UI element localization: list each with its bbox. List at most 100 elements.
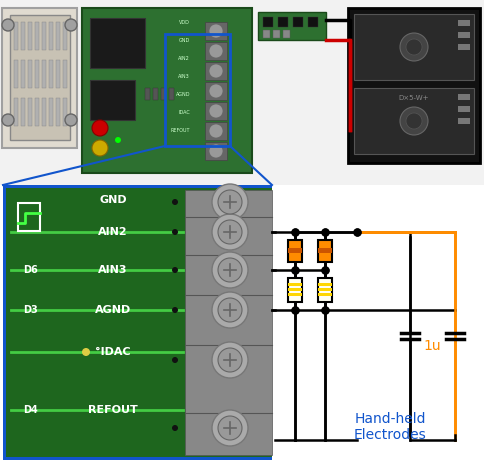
- Bar: [457, 20, 469, 26]
- Circle shape: [212, 292, 247, 328]
- Circle shape: [92, 120, 108, 136]
- Bar: [318, 249, 332, 253]
- Circle shape: [209, 124, 223, 138]
- Bar: [161, 88, 166, 100]
- Bar: [49, 98, 53, 126]
- Text: AIN3: AIN3: [98, 265, 127, 275]
- Bar: [348, 8, 479, 163]
- Text: REFOUT: REFOUT: [170, 128, 190, 133]
- Text: AIN2: AIN2: [178, 55, 190, 61]
- Circle shape: [172, 425, 178, 431]
- Bar: [287, 288, 302, 291]
- Bar: [42, 98, 46, 126]
- Bar: [205, 122, 227, 140]
- Circle shape: [212, 410, 247, 446]
- Circle shape: [217, 298, 242, 322]
- Bar: [318, 278, 332, 302]
- Bar: [14, 60, 18, 88]
- Bar: [21, 22, 26, 50]
- Text: GND: GND: [99, 195, 126, 205]
- Circle shape: [2, 19, 14, 31]
- Bar: [272, 30, 279, 38]
- Bar: [42, 60, 46, 88]
- Bar: [307, 17, 318, 27]
- Bar: [14, 98, 18, 126]
- Circle shape: [405, 113, 421, 129]
- Circle shape: [217, 220, 242, 244]
- Circle shape: [2, 114, 14, 126]
- Text: Hand-held
Electrodes: Hand-held Electrodes: [353, 412, 425, 442]
- Text: IDAC: IDAC: [178, 109, 190, 115]
- Bar: [56, 22, 60, 50]
- Circle shape: [209, 24, 223, 38]
- Circle shape: [92, 140, 108, 156]
- Bar: [56, 60, 60, 88]
- Bar: [90, 18, 145, 68]
- Circle shape: [217, 348, 242, 372]
- Bar: [457, 44, 469, 50]
- Text: AIN2: AIN2: [98, 227, 128, 237]
- Circle shape: [209, 64, 223, 78]
- Bar: [457, 106, 469, 112]
- Circle shape: [209, 44, 223, 58]
- Circle shape: [212, 342, 247, 378]
- Bar: [318, 283, 332, 286]
- Bar: [3, 185, 274, 460]
- Bar: [35, 60, 39, 88]
- Circle shape: [172, 229, 178, 235]
- Bar: [35, 22, 39, 50]
- Circle shape: [172, 199, 178, 205]
- Bar: [205, 142, 227, 160]
- Bar: [262, 30, 270, 38]
- Text: AGND: AGND: [95, 305, 131, 315]
- Circle shape: [209, 144, 223, 158]
- Bar: [28, 22, 32, 50]
- Bar: [205, 82, 227, 100]
- Bar: [28, 98, 32, 126]
- Bar: [277, 17, 287, 27]
- Text: VDD: VDD: [179, 19, 190, 24]
- Text: D6: D6: [24, 265, 38, 275]
- Circle shape: [65, 114, 77, 126]
- Circle shape: [115, 137, 121, 143]
- Circle shape: [212, 214, 247, 250]
- Bar: [457, 32, 469, 38]
- Circle shape: [399, 33, 427, 61]
- Bar: [18, 203, 40, 231]
- Text: REFOUT: REFOUT: [88, 405, 137, 415]
- Bar: [205, 102, 227, 120]
- Bar: [457, 118, 469, 124]
- Bar: [28, 60, 32, 88]
- Bar: [287, 283, 302, 286]
- Circle shape: [209, 84, 223, 98]
- Bar: [353, 88, 473, 154]
- Bar: [0, 0, 484, 185]
- Text: D3: D3: [24, 305, 38, 315]
- Bar: [168, 88, 174, 100]
- Circle shape: [405, 39, 421, 55]
- Bar: [318, 288, 332, 291]
- Bar: [82, 8, 252, 173]
- Bar: [6, 188, 272, 457]
- Bar: [35, 98, 39, 126]
- Bar: [63, 98, 67, 126]
- Circle shape: [217, 190, 242, 214]
- Bar: [49, 60, 53, 88]
- Text: AGND: AGND: [175, 91, 190, 97]
- Bar: [262, 17, 272, 27]
- Text: D×5-W+: D×5-W+: [398, 95, 428, 101]
- Bar: [42, 22, 46, 50]
- Bar: [287, 240, 302, 262]
- Circle shape: [212, 252, 247, 288]
- Bar: [205, 42, 227, 60]
- Text: °IDAC: °IDAC: [95, 347, 131, 357]
- Bar: [56, 98, 60, 126]
- Bar: [10, 15, 70, 140]
- Bar: [353, 14, 473, 80]
- Bar: [63, 22, 67, 50]
- Bar: [2, 8, 77, 148]
- Bar: [14, 22, 18, 50]
- Bar: [145, 88, 150, 100]
- Bar: [205, 22, 227, 40]
- Bar: [457, 94, 469, 100]
